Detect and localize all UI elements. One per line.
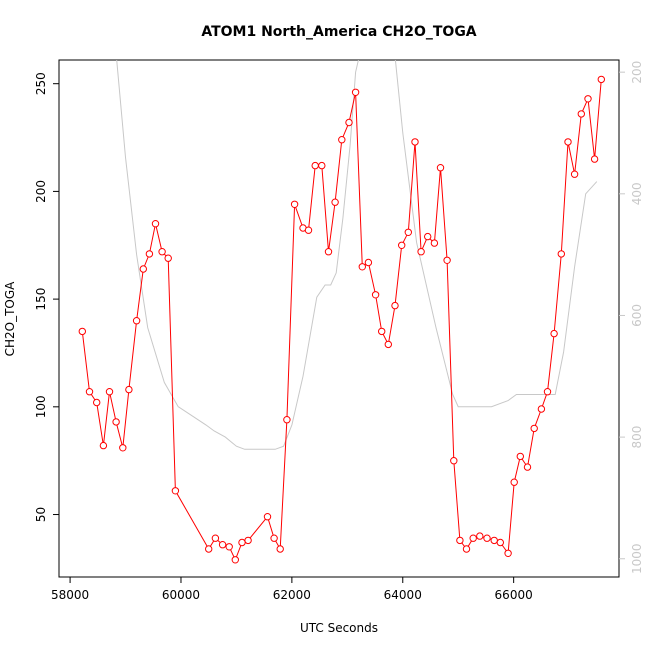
data-point — [483, 534, 491, 542]
data-point — [171, 487, 180, 495]
data-point — [530, 424, 538, 433]
y-tick-label: 50 — [34, 507, 48, 522]
data-point — [151, 220, 160, 228]
data-point — [231, 556, 240, 564]
data-point — [218, 541, 227, 549]
right-y-tick-label: 600 — [630, 304, 644, 327]
data-point — [99, 441, 108, 450]
data-point — [597, 75, 605, 84]
y-tick-label: 250 — [34, 72, 48, 95]
data-point — [112, 418, 120, 426]
data-point — [331, 198, 339, 206]
axes-layer: 58000 60000 62000 64000 66000 50 100 150 200 250 2… — [34, 61, 644, 602]
data-point — [469, 534, 477, 542]
right-y-tick-label: 200 — [630, 61, 644, 84]
y-tick-label: 100 — [34, 395, 48, 418]
data-point — [577, 110, 585, 118]
data-point — [516, 452, 524, 461]
y-tick-label: 150 — [34, 288, 48, 311]
data-point — [450, 457, 458, 465]
data-point — [364, 258, 373, 267]
data-point — [270, 534, 278, 542]
x-axis-label: UTC Seconds — [300, 621, 378, 635]
data-point — [164, 254, 172, 262]
data-point — [391, 301, 399, 310]
x-tick-label: 62000 — [273, 588, 311, 602]
secondary-series-line — [116, 60, 598, 450]
data-point — [358, 263, 366, 271]
right-y-tick-label: 800 — [630, 426, 644, 449]
data-point — [462, 545, 471, 553]
y-axis-label: CH2O_TOGA — [3, 281, 17, 357]
data-point — [570, 170, 579, 178]
data-point — [345, 118, 353, 127]
x-tick-label: 64000 — [384, 588, 422, 602]
data-point — [510, 478, 518, 486]
data-point — [564, 138, 572, 146]
data-point — [318, 161, 326, 170]
data-point — [476, 532, 484, 540]
data-point — [205, 545, 213, 553]
data-point — [378, 327, 386, 336]
data-point — [324, 248, 333, 256]
data-point — [263, 513, 272, 521]
data-point — [590, 155, 599, 163]
x-tick-label: 60000 — [162, 588, 200, 602]
data-point — [211, 534, 220, 542]
chart-title: ATOM1 North_America CH2O_TOGA — [201, 24, 476, 40]
data-point — [398, 241, 406, 250]
data-point — [384, 340, 392, 349]
data-point — [537, 405, 546, 413]
right-y-tick-label: 400 — [630, 182, 644, 205]
data-point — [417, 248, 425, 256]
data-point — [436, 164, 445, 172]
data-point — [550, 329, 558, 338]
y-tick-label: 200 — [34, 180, 48, 203]
data-point — [496, 538, 504, 547]
x-tick-label: 58000 — [51, 588, 89, 602]
data-point — [132, 317, 141, 325]
data-point — [225, 543, 233, 551]
data-point — [276, 545, 284, 553]
series-layer — [78, 60, 605, 564]
data-point — [105, 388, 114, 396]
data-point — [504, 549, 512, 557]
data-point — [430, 239, 439, 247]
data-point — [311, 161, 319, 170]
data-point — [490, 536, 498, 545]
data-point — [424, 232, 432, 241]
data-point — [119, 444, 127, 452]
data-point — [238, 538, 246, 547]
data-point — [85, 388, 94, 396]
x-tick-label: 66000 — [495, 588, 533, 602]
data-point — [371, 291, 380, 299]
data-point — [283, 416, 291, 424]
data-point — [404, 228, 412, 237]
data-point — [290, 200, 299, 209]
data-point — [304, 226, 313, 234]
data-point — [145, 250, 154, 258]
data-point — [411, 138, 419, 146]
data-point — [523, 463, 532, 471]
data-point — [443, 256, 451, 264]
data-point — [93, 398, 101, 407]
plot-frame — [58, 59, 620, 578]
data-point — [139, 265, 148, 273]
data-point — [557, 250, 565, 258]
data-point — [338, 136, 346, 144]
data-point — [584, 95, 592, 103]
data-point — [125, 385, 133, 394]
data-point — [456, 536, 464, 545]
right-y-tick-label: 1000 — [630, 543, 644, 574]
data-point — [351, 88, 360, 97]
data-point — [543, 388, 552, 396]
data-point — [78, 327, 87, 336]
data-point — [244, 536, 252, 545]
data-point — [158, 248, 166, 256]
